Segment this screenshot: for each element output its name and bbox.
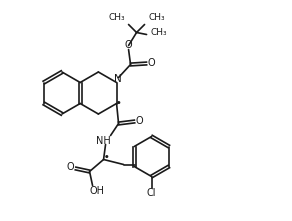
Text: O: O [148,57,155,67]
Text: ●: ● [105,154,108,158]
Text: NH: NH [96,137,111,147]
Text: O: O [136,116,143,126]
Text: O: O [125,40,132,50]
Text: CH₃: CH₃ [148,13,165,22]
Text: ●: ● [117,101,120,105]
Text: CH₃: CH₃ [150,28,167,37]
Text: N: N [114,74,121,84]
Text: O: O [67,162,74,173]
Text: Cl: Cl [147,189,156,198]
Text: OH: OH [89,187,104,196]
Text: CH₃: CH₃ [108,13,125,22]
